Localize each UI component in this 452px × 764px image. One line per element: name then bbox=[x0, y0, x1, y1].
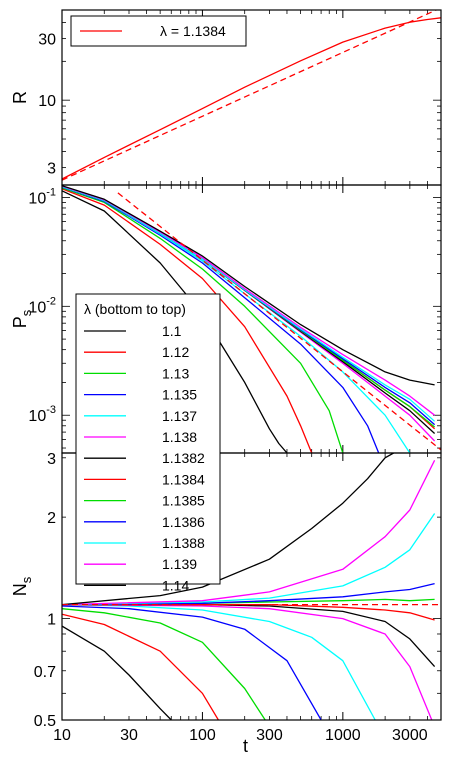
panel-middle: 10-3 10-2 10-1 Ps bbox=[10, 184, 442, 454]
legend-entry: 1.137 bbox=[162, 408, 197, 424]
x-tick-label: 300 bbox=[256, 727, 283, 744]
series-line-1.138 bbox=[62, 603, 433, 720]
series-group bbox=[62, 185, 441, 453]
y-axis-label: R bbox=[10, 91, 30, 104]
series-line-1.137 bbox=[62, 603, 376, 720]
y-tick-label: 3 bbox=[47, 161, 56, 178]
legend-box bbox=[75, 293, 221, 585]
y-tick-label: 2 bbox=[47, 510, 56, 527]
series-group bbox=[62, 453, 441, 720]
series-line-λ = 1.1384 bbox=[62, 17, 441, 180]
x-tick-label: 1000 bbox=[325, 727, 361, 744]
y-axis-label: Ps bbox=[10, 309, 34, 328]
series-line-1.1382 bbox=[62, 603, 436, 668]
legend-entry: 1.14 bbox=[162, 577, 189, 593]
legend-entry: 1.13 bbox=[162, 365, 189, 381]
legend-entry: 1.1385 bbox=[162, 493, 205, 509]
legend-title: λ (bottom to top) bbox=[84, 301, 186, 317]
series-line-1.139 bbox=[62, 460, 436, 606]
series-line-1.1386 bbox=[62, 582, 435, 606]
y-tick-label: 10-2 bbox=[28, 295, 56, 316]
legend-entry: 1.1382 bbox=[162, 450, 205, 466]
x-tick-label: 30 bbox=[120, 727, 138, 744]
y-tick-label: 10-1 bbox=[28, 186, 56, 207]
y-tick-label: 10-3 bbox=[28, 404, 56, 425]
series-group bbox=[62, 10, 441, 181]
x-axis-label: t bbox=[243, 736, 248, 756]
series-line-1.1 bbox=[62, 190, 288, 453]
legend-entry: 1.138 bbox=[162, 429, 197, 445]
legend-label: λ = 1.1384 bbox=[160, 23, 226, 39]
x-tick-label: 100 bbox=[189, 727, 216, 744]
legend-entry: 1.135 bbox=[162, 387, 197, 403]
panel-bottom: 0.5 0.7 1 2 3 10 30 100 300 1000 3000 Ns t bbox=[10, 451, 442, 756]
y-tick-label: 0.7 bbox=[34, 664, 56, 681]
series-line-1.13 bbox=[62, 608, 266, 720]
series-line-1.135 bbox=[62, 186, 380, 453]
legend-entry: 1.1384 bbox=[162, 471, 205, 487]
series-line-1.12 bbox=[62, 188, 313, 453]
legend: λ (bottom to top) 1.1 1.12 1.13 1.135 1.137 1.… bbox=[75, 293, 221, 593]
legend-entry: 1.139 bbox=[162, 556, 197, 572]
series-line-1.1388 bbox=[62, 513, 436, 606]
y-tick-label: 0.5 bbox=[34, 713, 56, 730]
legend-entry: 1.12 bbox=[162, 344, 189, 360]
fit-line bbox=[117, 192, 441, 451]
y-tick-label: 30 bbox=[38, 32, 56, 49]
series-line-1.13 bbox=[62, 187, 344, 453]
y-tick-label: 10 bbox=[38, 93, 56, 110]
x-tick-label: 10 bbox=[53, 727, 71, 744]
plot-frame bbox=[61, 452, 442, 721]
legend-entry: 1.1386 bbox=[162, 514, 205, 530]
series-line-1.14 bbox=[62, 453, 394, 606]
legend: λ = 1.1384 bbox=[70, 15, 247, 47]
legend-entry: 1.1388 bbox=[162, 535, 205, 551]
x-tick-label: 3000 bbox=[392, 727, 428, 744]
y-tick-label: 3 bbox=[47, 451, 56, 468]
series-line-1.12 bbox=[62, 613, 219, 720]
panel-top: 3 10 30 Rλ = 1.1384 bbox=[10, 9, 442, 186]
legend-entry: 1.1 bbox=[162, 323, 182, 339]
y-tick-label: 1 bbox=[47, 612, 56, 629]
series-line-1.135 bbox=[62, 605, 322, 720]
series-line-1.14 bbox=[62, 185, 435, 386]
y-axis-label: Ns bbox=[10, 576, 34, 596]
series-line-1.1 bbox=[62, 625, 172, 720]
